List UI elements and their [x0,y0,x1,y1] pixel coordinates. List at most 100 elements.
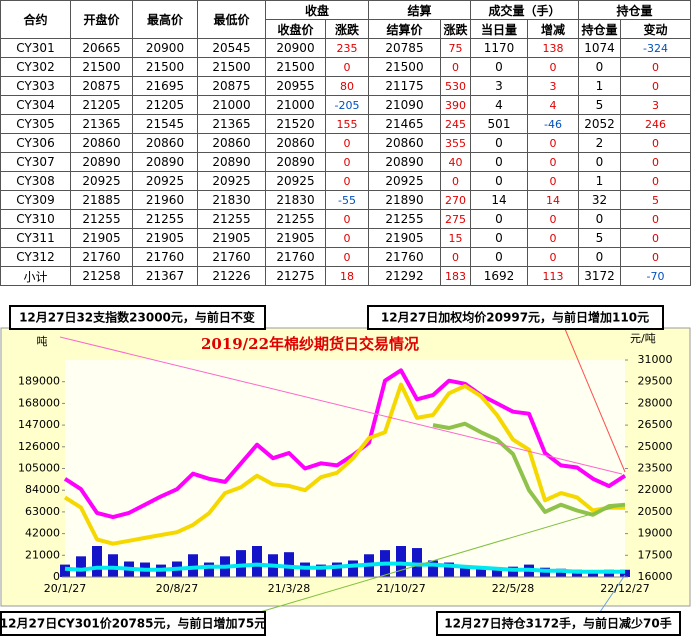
table-cell: 21890 [368,190,441,210]
chart: 2019/22年棉纱期货日交易情况 吨 元/吨 12月27日32支指数23000… [0,305,691,636]
table-cell: 5 [578,228,621,248]
table-cell: 20785 [368,38,441,58]
table-cell: 235 [325,38,369,58]
table-cell: -324 [620,38,691,58]
x-tick-label: 20/8/27 [156,582,198,595]
table-cell: 0 [325,57,369,77]
table-cell: CY311 [0,228,71,248]
table-cell: 0 [440,247,471,267]
table-cell: 20900 [132,38,198,58]
table-cell: 3 [527,76,579,96]
column-subheader: 涨跌 [440,19,471,39]
table-cell: 21760 [70,247,133,267]
table-cell: 21960 [132,190,198,210]
table-row: CY302 21500 21500 21500 21500 0 21500 0 0 0 0 0 [0,57,691,77]
y-tick-label: 126000 [18,440,60,453]
column-subheader: 增减 [527,19,579,39]
table-cell: 0 [470,247,528,267]
table-cell: 0 [325,228,369,248]
table-row: CY304 21205 21205 21000 21000 -205 21090 390 4 4 5… [0,95,691,115]
column-subheader: 持仓量 [578,19,621,39]
column-subheader: 结算价 [368,19,441,39]
table-cell: 21365 [70,114,133,134]
table-cell: 0 [325,152,369,172]
table-cell: 246 [620,114,691,134]
table-cell: 1 [578,76,621,96]
callout: 12月27日CY301价20785元，与前日增加75元 [0,616,266,631]
y2-tick-label: 26500 [638,418,673,431]
table-cell: 21175 [368,76,441,96]
table-cell: 75 [440,38,471,58]
table-cell: 21905 [265,228,326,248]
table-cell: 32 [578,190,621,210]
table-cell: 0 [578,57,621,77]
bar [92,546,102,577]
column-header: 成交量（手） [470,0,579,20]
table-cell: 0 [620,247,691,267]
table-cell: 0 [527,152,579,172]
table-cell: 21500 [265,57,326,77]
table-cell: CY309 [0,190,71,210]
table-cell: 20545 [197,38,266,58]
y2-axis-label: 元/吨 [630,332,656,345]
table-cell: 21695 [132,76,198,96]
table-cell: 20925 [197,171,266,191]
table-cell: 15 [440,228,471,248]
series-line [64,561,625,574]
y-tick-label: 42000 [25,527,60,540]
y2-tick-label: 28000 [638,396,673,409]
table-cell: 0 [620,209,691,229]
table-cell: 270 [440,190,471,210]
column-header: 合约 [0,0,71,39]
series-line [432,421,626,517]
table-row: 小计 21258 21367 21226 21275 18 21292 183 1692 113 3… [0,266,691,286]
table-cell: 0 [325,171,369,191]
table-cell: 3 [470,76,528,96]
table-cell: -46 [527,114,579,134]
table-cell: 21500 [197,57,266,77]
table-cell: 0 [527,133,579,153]
table-cell: 20900 [265,38,326,58]
table-cell: 21275 [265,266,326,286]
table-cell: 20890 [265,152,326,172]
y-tick-label: 105000 [18,462,60,475]
table-cell: 21000 [197,95,266,115]
table-cell: 20955 [265,76,326,96]
y2-tick-label: 16000 [638,570,673,583]
y2-tick-label: 31000 [638,353,673,366]
table-cell: 21905 [368,228,441,248]
table-cell: 0 [440,171,471,191]
table-cell: 20925 [70,171,133,191]
y-tick-label: 189000 [18,375,60,388]
quote-table: 合约 开盘价 最高价 最低价 收盘 结算 成交量（手） 持仓量 收盘价 涨跌 结算价 涨跌 当日量 增减持… [0,0,691,286]
table-cell: 0 [325,209,369,229]
table-cell: 20890 [132,152,198,172]
table-cell: CY307 [0,152,71,172]
bar [252,546,262,577]
plot [60,368,630,577]
table-cell: 21545 [132,114,198,134]
table-cell: 21905 [70,228,133,248]
column-header: 最高价 [132,0,198,39]
bar [556,568,566,577]
table-cell: 20875 [70,76,133,96]
table-cell: 20890 [197,152,266,172]
table-row: CY303 20875 21695 20875 20955 80 21175 530 3 3 1 0 [0,76,691,96]
table-cell: 0 [620,133,691,153]
callout-box [9,305,266,330]
table-cell: -205 [325,95,369,115]
y2-tick-label: 23500 [638,462,673,475]
table-cell: 小计 [0,266,71,286]
bar [204,562,214,577]
table-cell: 530 [440,76,471,96]
table-cell: CY312 [0,247,71,267]
table-cell: 5 [620,190,691,210]
y2-tick-label: 22000 [638,483,673,496]
table-cell: 21830 [265,190,326,210]
table-cell: 0 [470,57,528,77]
table-cell: 4 [527,95,579,115]
callout-box [367,305,664,330]
table-cell: CY306 [0,133,71,153]
table-row: CY305 21365 21545 21365 21520 155 21465 245 501-… [0,114,691,134]
